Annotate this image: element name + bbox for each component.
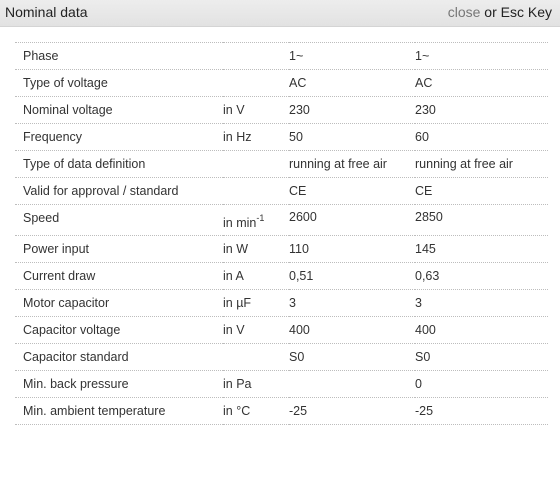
table-row: Current draw in A 0,51 0,63 bbox=[15, 262, 548, 290]
row-label: Current draw bbox=[23, 269, 96, 283]
table-row: Speed in min-1 2600 2850 bbox=[15, 204, 548, 236]
close-link[interactable]: close bbox=[447, 4, 481, 20]
table-row: Valid for approval / standard CE CE bbox=[15, 177, 548, 205]
row-value-2: running at free air bbox=[415, 157, 513, 171]
table-row: Capacitor standard S0 S0 bbox=[15, 343, 548, 371]
nominal-data-table: Phase 1~ 1~ Type of voltage AC AC Nomina… bbox=[15, 42, 548, 425]
table-row: Motor capacitor in µF 3 3 bbox=[15, 289, 548, 317]
close-hint: close or Esc Key bbox=[448, 4, 552, 20]
row-unit bbox=[223, 344, 289, 350]
table-row: Type of voltage AC AC bbox=[15, 69, 548, 97]
row-value-2: AC bbox=[415, 76, 433, 90]
row-value-1: CE bbox=[289, 184, 307, 198]
row-unit: in W bbox=[223, 242, 248, 256]
row-value-1: AC bbox=[289, 76, 307, 90]
row-value-1: 3 bbox=[289, 296, 296, 310]
row-unit bbox=[223, 43, 289, 49]
row-value-1: running at free air bbox=[289, 157, 387, 171]
row-value-2: 60 bbox=[415, 130, 429, 144]
row-value-2: 3 bbox=[415, 296, 422, 310]
row-value-1: 1~ bbox=[289, 49, 304, 63]
row-label: Speed bbox=[23, 211, 60, 225]
row-unit: in Hz bbox=[223, 130, 252, 144]
row-label: Frequency bbox=[23, 130, 83, 144]
dialog-title: Nominal data bbox=[5, 4, 88, 20]
row-value-2: 1~ bbox=[415, 49, 430, 63]
table-row: Capacitor voltage in V 400 400 bbox=[15, 316, 548, 344]
row-unit bbox=[223, 178, 289, 184]
row-label: Type of data definition bbox=[23, 157, 146, 171]
row-value-1: 400 bbox=[289, 323, 310, 337]
close-hint-text: or Esc Key bbox=[480, 4, 552, 20]
unit-text: in min bbox=[223, 216, 257, 231]
row-unit: in A bbox=[223, 269, 244, 283]
row-value-1: 0,51 bbox=[289, 269, 314, 283]
row-label: Valid for approval / standard bbox=[23, 184, 179, 198]
row-value-2: 2850 bbox=[415, 210, 443, 224]
row-label: Type of voltage bbox=[23, 76, 108, 90]
row-unit: in Pa bbox=[223, 377, 252, 391]
row-value-2: S0 bbox=[415, 350, 431, 364]
row-value-2: CE bbox=[415, 184, 433, 198]
row-value-1: 110 bbox=[289, 242, 309, 256]
row-unit: in V bbox=[223, 323, 245, 337]
row-value-2: -25 bbox=[415, 404, 434, 418]
row-unit: in µF bbox=[223, 296, 252, 310]
row-unit: in min-1 bbox=[223, 205, 289, 230]
row-label: Capacitor voltage bbox=[23, 323, 121, 337]
table-row: Nominal voltage in V 230 230 bbox=[15, 96, 548, 124]
row-value-2: 400 bbox=[415, 323, 436, 337]
row-label: Phase bbox=[23, 49, 59, 63]
row-value-2: 145 bbox=[415, 242, 436, 256]
table-row: Power input in W 110 145 bbox=[15, 235, 548, 263]
row-unit bbox=[223, 151, 289, 157]
row-label: Capacitor standard bbox=[23, 350, 129, 364]
table-row: Min. back pressure in Pa 0 bbox=[15, 370, 548, 398]
row-unit: in V bbox=[223, 103, 245, 117]
table-row: Min. ambient temperature in °C -25 -25 bbox=[15, 397, 548, 425]
table-row: Phase 1~ 1~ bbox=[15, 42, 548, 70]
row-unit: in °C bbox=[223, 404, 251, 418]
row-label: Power input bbox=[23, 242, 90, 256]
unit-superscript: -1 bbox=[256, 213, 265, 223]
table-row: Type of data definition running at free … bbox=[15, 150, 548, 178]
row-value-1: 2600 bbox=[289, 210, 317, 224]
row-value-1: S0 bbox=[289, 350, 305, 364]
row-label: Min. back pressure bbox=[23, 377, 129, 391]
row-value-2: 230 bbox=[415, 103, 436, 117]
row-value-2: 0,63 bbox=[415, 269, 440, 283]
row-label: Motor capacitor bbox=[23, 296, 110, 310]
row-value-1 bbox=[289, 371, 415, 377]
dialog-titlebar: Nominal data close or Esc Key bbox=[0, 0, 560, 27]
row-label: Nominal voltage bbox=[23, 103, 113, 117]
row-value-1: 50 bbox=[289, 130, 303, 144]
row-value-2: 0 bbox=[415, 377, 422, 391]
row-value-1: 230 bbox=[289, 103, 310, 117]
row-unit bbox=[223, 70, 289, 76]
row-value-1: -25 bbox=[289, 404, 308, 418]
table-row: Frequency in Hz 50 60 bbox=[15, 123, 548, 151]
row-label: Min. ambient temperature bbox=[23, 404, 166, 418]
